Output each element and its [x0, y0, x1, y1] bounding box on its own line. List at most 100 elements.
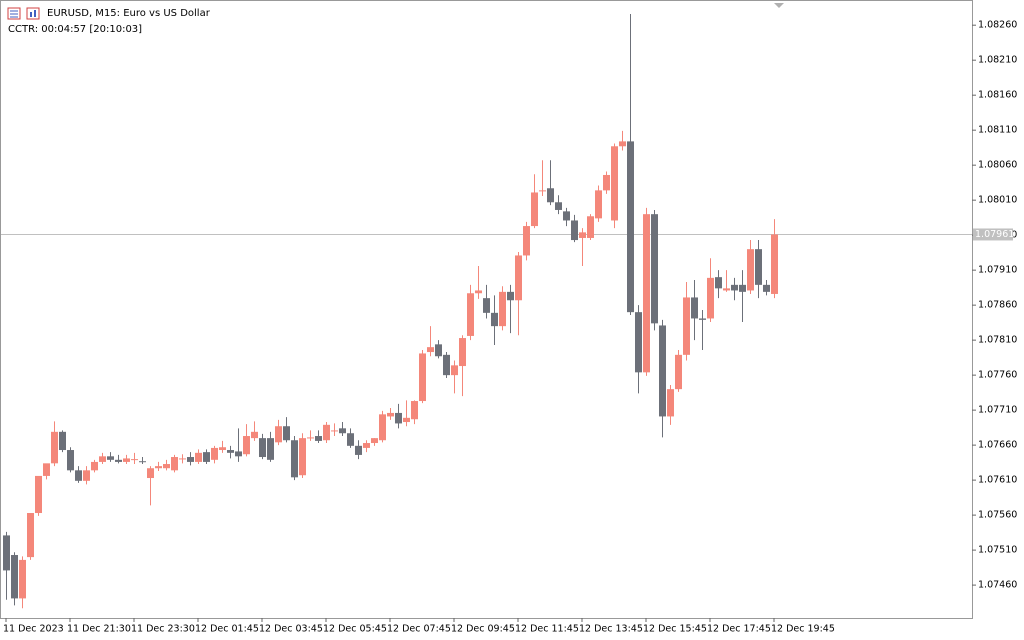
- y-tick-label: 1.07710: [978, 405, 1017, 416]
- candle-body: [355, 445, 362, 455]
- candle-body: [475, 290, 482, 294]
- x-tick-label: 12 Dec 03:45: [259, 624, 323, 635]
- candle-body: [139, 461, 146, 463]
- current-price-box: [973, 228, 1013, 241]
- candle-body: [539, 190, 546, 192]
- candle-body: [667, 389, 674, 417]
- current-price-label: 1.07961: [975, 229, 1014, 240]
- x-tick-label: 12 Dec 13:45: [579, 624, 643, 635]
- candle-body: [491, 312, 498, 327]
- candle-body: [739, 284, 746, 292]
- candle-body: [35, 475, 42, 514]
- candle-body: [763, 284, 770, 292]
- candle-body: [59, 431, 66, 451]
- x-tick-label: 12 Dec 01:45: [195, 624, 259, 635]
- y-tick-label: 1.07760: [978, 370, 1017, 381]
- icon: [30, 12, 32, 17]
- candle-body: [219, 447, 226, 451]
- y-tick-label: 1.08060: [978, 160, 1017, 171]
- y-tick-label: 1.08260: [978, 20, 1017, 31]
- candle-body: [371, 438, 378, 444]
- candle-body: [627, 141, 634, 313]
- candle-body: [619, 141, 626, 147]
- candle-body: [187, 457, 194, 462]
- candle-body: [131, 459, 138, 461]
- candle-body: [595, 190, 602, 219]
- candle-body: [715, 277, 722, 289]
- y-tick-label: 1.08160: [978, 90, 1017, 101]
- icon: [34, 10, 36, 17]
- candle-body: [771, 234, 778, 294]
- candle-body: [611, 146, 618, 221]
- candle-body: [203, 452, 210, 462]
- candle-body: [155, 466, 162, 469]
- candle-body: [395, 412, 402, 424]
- candle-body: [259, 438, 266, 458]
- candle-body: [347, 433, 354, 446]
- candle-body: [251, 431, 258, 439]
- candle-body: [19, 559, 26, 599]
- x-tick-label: 12 Dec 19:45: [771, 624, 835, 635]
- candle-body: [555, 202, 562, 210]
- x-tick-label: 12 Dec 17:45: [707, 624, 771, 635]
- candle-body: [171, 457, 178, 471]
- candle-body: [331, 430, 338, 432]
- x-tick-label: 12 Dec 05:45: [323, 624, 387, 635]
- x-tick-label: 12 Dec 07:45: [387, 624, 451, 635]
- candle-body: [659, 325, 666, 417]
- y-tick-label: 1.07860: [978, 300, 1017, 311]
- candle-body: [603, 174, 610, 191]
- candle-body: [307, 437, 314, 439]
- candle-body: [483, 298, 490, 313]
- candle-body: [499, 291, 506, 327]
- candle-body: [419, 353, 426, 402]
- candle-body: [587, 216, 594, 238]
- chart-subtitle: CCTR: 00:04:57 [20:10:03]: [8, 24, 142, 35]
- x-tick-label: 12 Dec 09:45: [451, 624, 515, 635]
- candle-body: [195, 452, 202, 462]
- y-tick-label: 1.07510: [978, 545, 1017, 556]
- candle-body: [515, 255, 522, 301]
- candle-body: [643, 214, 650, 373]
- candle-body: [11, 555, 18, 599]
- candle-body: [227, 450, 234, 453]
- candle-body: [523, 226, 530, 256]
- x-tick-label: 12 Dec 11:45: [515, 624, 579, 635]
- candle-body: [579, 232, 586, 238]
- candle-body: [291, 440, 298, 478]
- candle-body: [459, 338, 466, 367]
- candle-body: [147, 468, 154, 479]
- candle-body: [123, 458, 130, 462]
- candle-body: [563, 211, 570, 221]
- candle-body: [283, 426, 290, 441]
- y-tick-label: 1.08210: [978, 55, 1017, 66]
- candle-body: [339, 428, 346, 434]
- candle-body: [243, 436, 250, 455]
- candle-body: [411, 401, 418, 420]
- y-tick-label: 1.07460: [978, 580, 1017, 591]
- icon: [26, 7, 40, 20]
- shift-marker: [774, 3, 784, 8]
- candle-body: [707, 277, 714, 319]
- candle-body: [675, 354, 682, 390]
- candle-body: [91, 461, 98, 471]
- candle-body: [3, 535, 10, 571]
- x-tick-label: 11 Dec 23:30: [131, 624, 195, 635]
- candle-body: [467, 293, 474, 336]
- y-tick-label: 1.08110: [978, 125, 1017, 136]
- candle-body: [43, 463, 50, 476]
- y-tick-label: 1.08010: [978, 195, 1017, 206]
- candle-body: [691, 297, 698, 319]
- y-tick-label: 1.07910: [978, 265, 1017, 276]
- candle-body: [363, 443, 370, 448]
- symbol-icons: [7, 7, 40, 20]
- candle-body: [163, 464, 170, 469]
- candle-body: [67, 450, 74, 471]
- candle-body: [747, 249, 754, 291]
- y-tick-label: 1.07610: [978, 475, 1017, 486]
- x-tick-label: 11 Dec 21:30: [67, 624, 131, 635]
- candle-body: [547, 188, 554, 203]
- candle-body: [651, 214, 658, 324]
- candle-body: [723, 288, 730, 291]
